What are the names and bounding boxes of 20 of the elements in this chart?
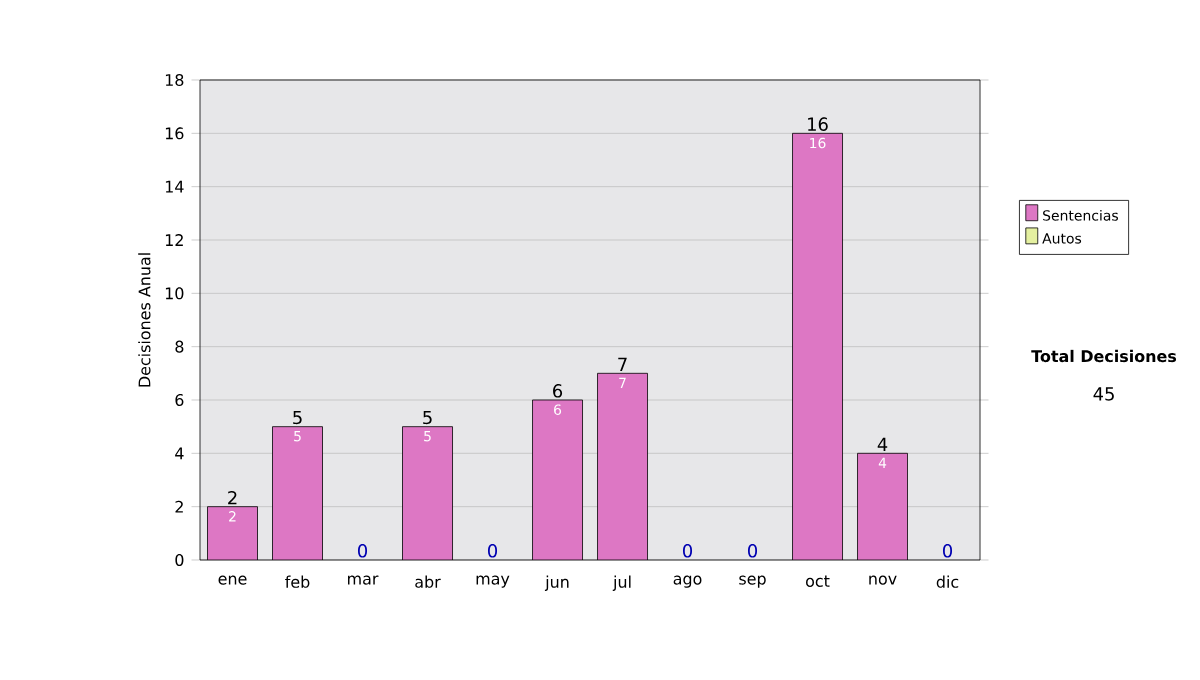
- bar: [402, 426, 453, 560]
- total-label: 0: [748, 544, 758, 558]
- total-label: 7: [618, 357, 627, 371]
- bar: [857, 452, 908, 560]
- total-label: 4: [877, 437, 888, 451]
- bar: [207, 506, 258, 560]
- total-label: 5: [293, 410, 302, 425]
- bar: [532, 399, 583, 560]
- total-label: 6: [553, 384, 563, 398]
- total-label: 16: [808, 117, 828, 131]
- total-label: 0: [683, 544, 693, 558]
- text: 45: [1093, 387, 1114, 401]
- total-label: 0: [488, 544, 498, 558]
- total-label: 5: [423, 410, 432, 425]
- total-label: 0: [358, 544, 368, 558]
- total-label: 0: [943, 544, 953, 558]
- bar: [792, 132, 843, 560]
- bar: [272, 426, 323, 560]
- total-label: 2: [228, 490, 237, 505]
- bar: [597, 372, 648, 560]
